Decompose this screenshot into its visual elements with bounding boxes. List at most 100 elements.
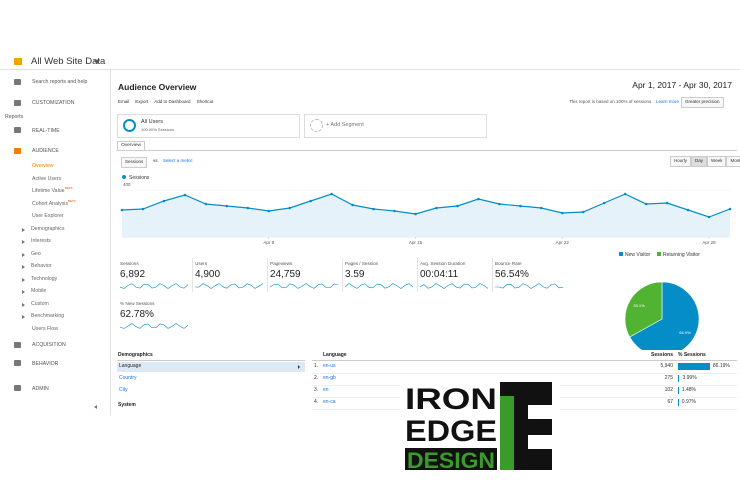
nav-behavior[interactable]: BEHAVIOR	[32, 361, 59, 367]
left-header-rule	[117, 360, 305, 361]
expand-arrow	[22, 302, 25, 307]
learn-more[interactable]: Learn more	[656, 99, 680, 104]
date-range[interactable]: Apr 1, 2017 - Apr 30, 2017	[632, 80, 732, 90]
metric-value: 6,892	[120, 269, 146, 280]
vs-label: vs.	[153, 158, 159, 163]
row-language[interactable]: en-gb	[323, 375, 336, 381]
sessions-point	[519, 204, 522, 208]
sessions-area	[122, 194, 730, 237]
toolbar-button[interactable]: Add to Dashboard	[154, 99, 191, 104]
sparkline-path	[345, 283, 413, 289]
sessions-point	[330, 192, 333, 196]
row-arrow	[298, 365, 300, 369]
nav-subitem[interactable]: Geo	[31, 250, 41, 257]
granularity-button[interactable]: Hourly	[670, 156, 692, 167]
segment-circle	[123, 119, 136, 132]
sessions-point	[204, 202, 208, 206]
metric-select[interactable]: Sessions	[121, 157, 148, 168]
pie-slice	[624, 281, 663, 338]
share-bar	[678, 375, 680, 382]
dimension-link[interactable]: Language	[119, 363, 142, 369]
metric-label: Sessions	[120, 261, 139, 266]
expand-arrow	[22, 240, 25, 244]
toolbar-button[interactable]: Email	[118, 99, 130, 104]
overview-tab[interactable]: Overview	[117, 141, 145, 151]
nav-subitem[interactable]: Overview	[32, 163, 54, 169]
nav-admin[interactable]: ADMIN	[32, 386, 49, 392]
sessions-point	[393, 209, 396, 213]
metric-label: Pageviews	[270, 261, 293, 266]
sessions-point	[435, 206, 438, 210]
nav-subitem[interactable]: Benchmarking	[31, 313, 65, 319]
nav-icon	[14, 385, 21, 391]
nav-subitem[interactable]: Interests	[31, 238, 51, 244]
nav-subitem[interactable]: Custom	[31, 300, 49, 307]
sessions-point	[246, 206, 250, 210]
expand-arrow	[22, 315, 25, 319]
dimension-link[interactable]: Country	[119, 375, 137, 381]
metric-label: % New Sessions	[120, 301, 155, 306]
beta-badge: BETA	[65, 186, 73, 190]
add-segment[interactable]: + Add Segment	[326, 122, 364, 128]
nav-subitem[interactable]: Users Flow	[32, 325, 58, 332]
sessions-point	[162, 199, 166, 203]
sessions-point	[456, 204, 459, 208]
search-box[interactable]: Search reports and help	[32, 79, 88, 85]
legend-label: Returning Visitor	[663, 252, 700, 258]
legend-marker	[122, 175, 126, 179]
left-header: Demographics	[118, 352, 153, 358]
select-metric[interactable]: Select a metric	[163, 158, 193, 163]
granularity-button[interactable]: Day	[691, 156, 708, 167]
nav-subitem[interactable]: Cohort Analysis	[32, 200, 69, 207]
nav-realtime[interactable]: REAL-TIME	[32, 128, 60, 134]
legend-swatch	[657, 252, 661, 256]
sessions-point	[309, 199, 312, 203]
toolbar-button[interactable]: Export	[135, 99, 149, 104]
share-label: 0.97%	[681, 399, 696, 405]
sessions-point	[414, 212, 417, 216]
row-rank: 3.	[314, 387, 319, 393]
row-language[interactable]: en	[323, 387, 329, 393]
nav-subitem[interactable]: Active Users	[32, 175, 62, 182]
sessions-point	[120, 208, 124, 212]
precision-select[interactable]: Greater precision	[681, 97, 724, 108]
share-bar	[678, 363, 710, 370]
sessions-point	[477, 197, 480, 201]
sessions-point	[183, 193, 187, 197]
granularity-button[interactable]: Month	[726, 156, 740, 167]
nav-subitem[interactable]: Mobile	[31, 288, 47, 294]
property-selector[interactable]: All Web Site Data	[31, 56, 106, 67]
col-header: % Sessions	[678, 352, 706, 358]
dropdown-arrow	[94, 60, 100, 64]
metric-value: 3.59	[345, 269, 365, 280]
nav-subitem[interactable]: Demographics	[31, 225, 65, 232]
row-language[interactable]: en-ca	[323, 399, 336, 405]
segment-name: All Users	[141, 119, 164, 125]
add-segment-box[interactable]	[304, 114, 487, 138]
nav-subitem[interactable]: Behavior	[31, 263, 52, 269]
sparkline-path	[120, 283, 188, 289]
nav-customization[interactable]: CUSTOMIZATION	[32, 100, 75, 106]
nav-audience[interactable]: AUDIENCE	[32, 148, 59, 154]
sidebar: Search reports and help CUSTOMIZATION Repo…	[0, 70, 111, 415]
collapse-arrow[interactable]	[94, 405, 97, 409]
logo-icon	[14, 58, 22, 65]
sessions-point	[686, 208, 690, 212]
nav-acquisition[interactable]: ACQUISITION	[32, 342, 66, 348]
top-bar	[0, 55, 740, 70]
dimension-link[interactable]: City	[119, 387, 128, 393]
granularity-button[interactable]: Week	[707, 156, 727, 167]
pie-slice	[629, 281, 700, 350]
selected-row	[117, 362, 305, 372]
analytics-window: All Web Site Data Search reports and hel…	[0, 55, 740, 415]
nav-subitem[interactable]: User Explorer	[32, 213, 64, 219]
segment-detail: 100.00% Sessions	[141, 127, 175, 132]
pie-label: 66.9%	[679, 330, 691, 335]
nav-subitem[interactable]: Lifetime Value	[32, 188, 65, 194]
toolbar-button[interactable]: Shortcut	[196, 99, 214, 104]
metric-value: 56.54%	[495, 269, 529, 280]
row-language[interactable]: en-us	[323, 363, 336, 369]
metric-divider	[267, 258, 268, 292]
nav-subitem[interactable]: Technology	[31, 275, 58, 282]
